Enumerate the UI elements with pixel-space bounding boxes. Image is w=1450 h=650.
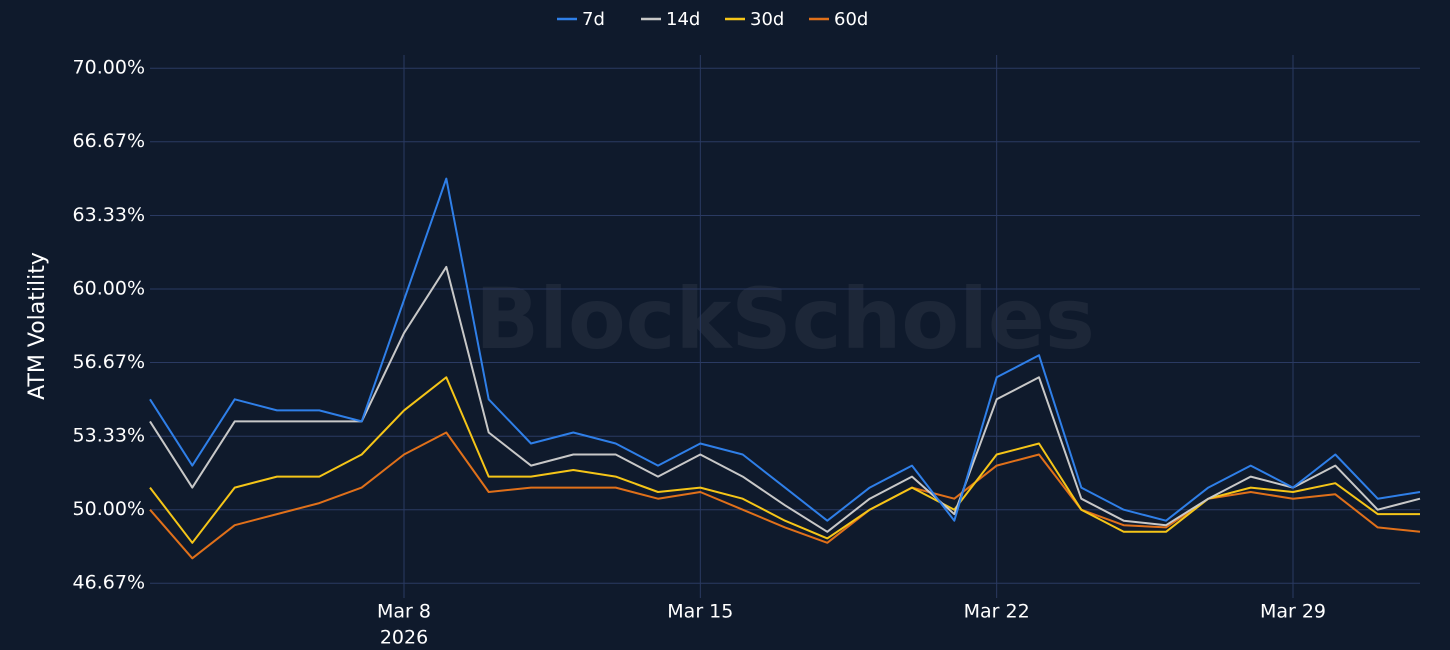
series-line <box>149 376 1420 544</box>
y-tick-label: 63.33% <box>73 204 145 226</box>
x-tick-label: Mar 29 <box>1260 601 1326 623</box>
y-tick-label: 70.00% <box>73 57 145 79</box>
y-tick-label: 60.00% <box>73 277 145 299</box>
y-tick-label: 50.00% <box>73 498 145 520</box>
y-tick-label: 56.67% <box>73 351 145 373</box>
y-axis-title: ATM Volatility <box>25 252 50 400</box>
y-tick-label: 46.67% <box>73 572 145 594</box>
x-tick-label: Mar 8 <box>377 601 431 623</box>
legend-label: 60d <box>834 9 868 30</box>
x-tick-label: Mar 15 <box>667 601 733 623</box>
legend-label: 14d <box>666 9 700 30</box>
legend-label: 30d <box>750 9 784 30</box>
y-tick-label: 53.33% <box>73 425 145 447</box>
y-tick-label: 66.67% <box>73 130 145 152</box>
watermark: BlockScholes <box>475 270 1095 368</box>
legend-label: 7d <box>582 9 605 30</box>
x-tick-label: Mar 22 <box>964 601 1030 623</box>
series-line <box>149 431 1421 560</box>
x-year-label: 2026 <box>380 627 428 649</box>
series-line <box>149 177 1421 522</box>
